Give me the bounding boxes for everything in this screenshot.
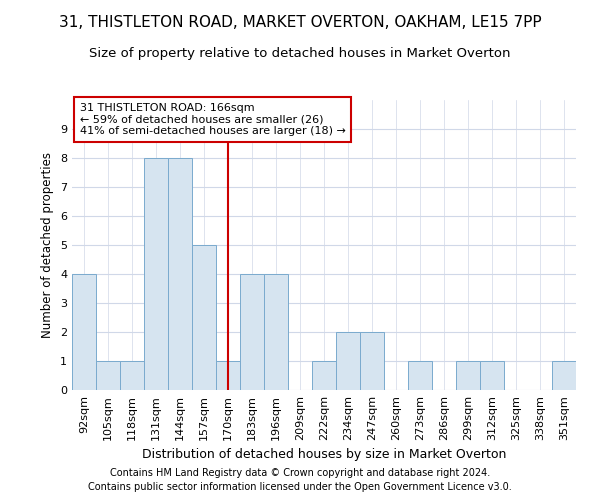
Bar: [408, 361, 432, 390]
Y-axis label: Number of detached properties: Number of detached properties: [41, 152, 55, 338]
Bar: [336, 332, 360, 390]
Bar: [240, 274, 264, 390]
Bar: [168, 158, 192, 390]
Bar: [72, 274, 96, 390]
Bar: [456, 361, 480, 390]
Bar: [480, 361, 504, 390]
Bar: [144, 158, 168, 390]
Bar: [264, 274, 288, 390]
Bar: [312, 361, 336, 390]
Bar: [360, 332, 384, 390]
Bar: [216, 361, 240, 390]
Text: Contains HM Land Registry data © Crown copyright and database right 2024.: Contains HM Land Registry data © Crown c…: [110, 468, 490, 477]
X-axis label: Distribution of detached houses by size in Market Overton: Distribution of detached houses by size …: [142, 448, 506, 462]
Text: 31, THISTLETON ROAD, MARKET OVERTON, OAKHAM, LE15 7PP: 31, THISTLETON ROAD, MARKET OVERTON, OAK…: [59, 15, 541, 30]
Text: 31 THISTLETON ROAD: 166sqm
← 59% of detached houses are smaller (26)
41% of semi: 31 THISTLETON ROAD: 166sqm ← 59% of deta…: [80, 103, 346, 136]
Bar: [120, 361, 144, 390]
Bar: [552, 361, 576, 390]
Text: Size of property relative to detached houses in Market Overton: Size of property relative to detached ho…: [89, 48, 511, 60]
Bar: [192, 245, 216, 390]
Text: Contains public sector information licensed under the Open Government Licence v3: Contains public sector information licen…: [88, 482, 512, 492]
Bar: [96, 361, 120, 390]
